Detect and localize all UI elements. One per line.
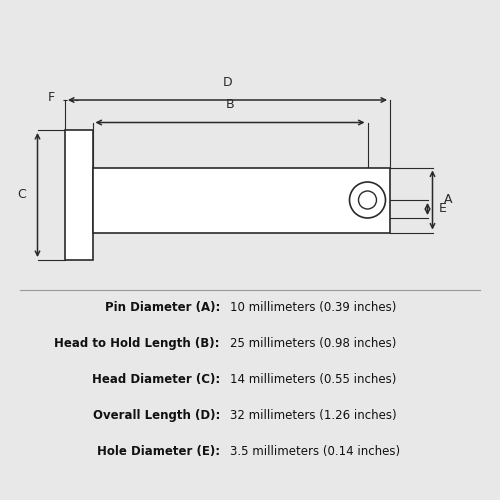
Text: Head to Hold Length (B):: Head to Hold Length (B): xyxy=(54,337,220,350)
Text: Head Diameter (C):: Head Diameter (C): xyxy=(92,373,220,386)
Text: F: F xyxy=(48,91,55,104)
Text: Pin Diameter (A):: Pin Diameter (A): xyxy=(104,301,220,314)
Text: A: A xyxy=(444,194,452,206)
Text: E: E xyxy=(438,202,446,215)
Text: 25 millimeters (0.98 inches): 25 millimeters (0.98 inches) xyxy=(230,337,396,350)
Text: 3.5 millimeters (0.14 inches): 3.5 millimeters (0.14 inches) xyxy=(230,445,400,458)
Text: 10 millimeters (0.39 inches): 10 millimeters (0.39 inches) xyxy=(230,301,396,314)
Circle shape xyxy=(358,191,376,209)
Text: C: C xyxy=(18,188,26,202)
Text: Overall Length (D):: Overall Length (D): xyxy=(92,409,220,422)
Text: B: B xyxy=(226,98,234,112)
Text: 32 millimeters (1.26 inches): 32 millimeters (1.26 inches) xyxy=(230,409,396,422)
Text: 14 millimeters (0.55 inches): 14 millimeters (0.55 inches) xyxy=(230,373,396,386)
Circle shape xyxy=(350,182,386,218)
Text: D: D xyxy=(222,76,232,89)
Bar xyxy=(92,168,390,232)
Bar xyxy=(65,130,92,260)
Text: Hole Diameter (E):: Hole Diameter (E): xyxy=(97,445,220,458)
